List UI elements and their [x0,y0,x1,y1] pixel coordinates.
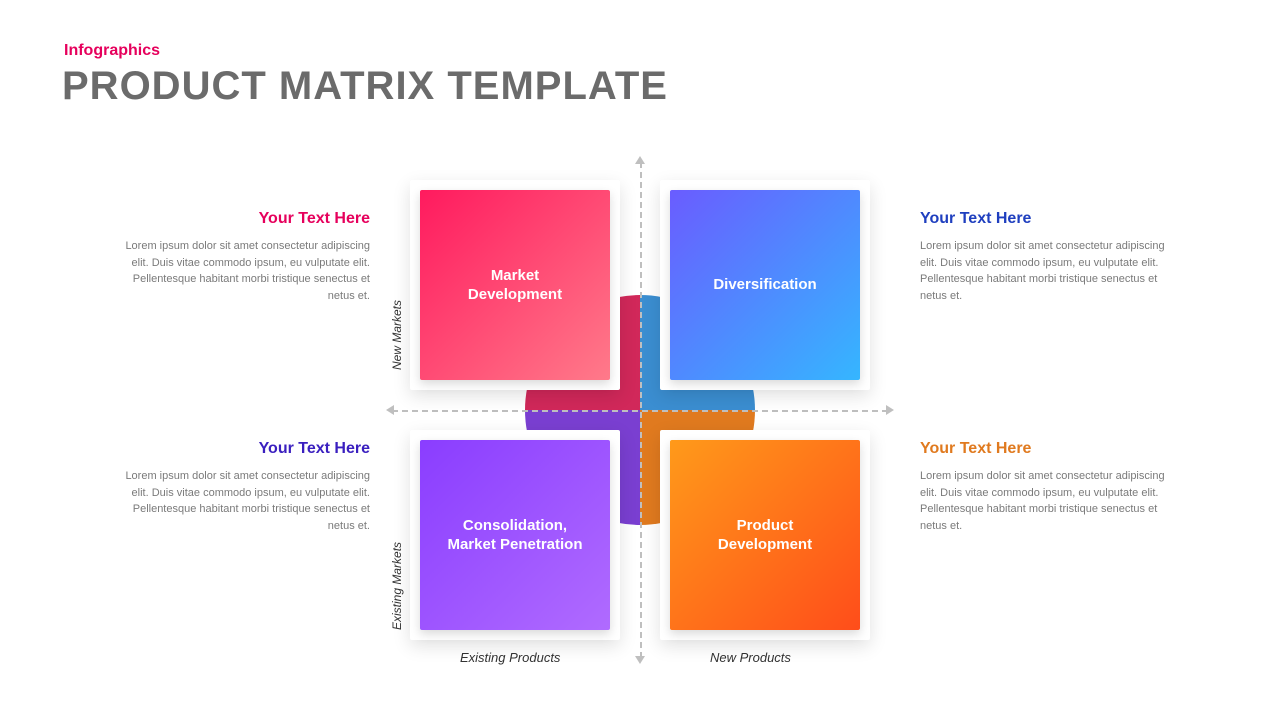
arrow-down-icon [635,656,645,664]
side-heading-tl: Your Text Here [110,210,370,228]
arrow-left-icon [386,405,394,415]
side-body-tr: Lorem ipsum dolor sit amet consectetur a… [920,238,1180,304]
y-axis-label-bottom: Existing Markets [390,610,404,630]
side-text-tl: Your Text Here Lorem ipsum dolor sit ame… [110,210,370,304]
quadrant-label-br: ProductDevelopment [670,440,860,630]
quadrant-card-tl: MarketDevelopment [410,180,620,390]
quadrant-card-br: ProductDevelopment [660,430,870,640]
x-axis-label-left: Existing Products [460,650,560,665]
header-tag: Infographics [64,42,160,60]
y-axis-label-top: New Markets [390,350,404,370]
quadrant-card-tr: Diversification [660,180,870,390]
matrix-stage: Your Text Here Lorem ipsum dolor sit ame… [0,150,1280,710]
side-text-tr: Your Text Here Lorem ipsum dolor sit ame… [920,210,1180,304]
side-text-br: Your Text Here Lorem ipsum dolor sit ame… [920,440,1180,534]
quadrant-label-bl: Consolidation,Market Penetration [420,440,610,630]
side-body-tl: Lorem ipsum dolor sit amet consectetur a… [110,238,370,304]
side-body-br: Lorem ipsum dolor sit amet consectetur a… [920,468,1180,534]
matrix-grid: MarketDevelopment Diversification Consol… [410,180,870,640]
side-body-bl: Lorem ipsum dolor sit amet consectetur a… [110,468,370,534]
x-axis-label-right: New Products [710,650,791,665]
side-heading-br: Your Text Here [920,440,1180,458]
side-text-bl: Your Text Here Lorem ipsum dolor sit ame… [110,440,370,534]
side-heading-bl: Your Text Here [110,440,370,458]
side-heading-tr: Your Text Here [920,210,1180,228]
quadrant-label-tr: Diversification [670,190,860,380]
arrow-up-icon [635,156,645,164]
quadrant-label-tl: MarketDevelopment [420,190,610,380]
quadrant-card-bl: Consolidation,Market Penetration [410,430,620,640]
axis-horizontal [392,409,888,411]
page-title: PRODUCT MATRIX TEMPLATE [62,64,668,109]
arrow-right-icon [886,405,894,415]
